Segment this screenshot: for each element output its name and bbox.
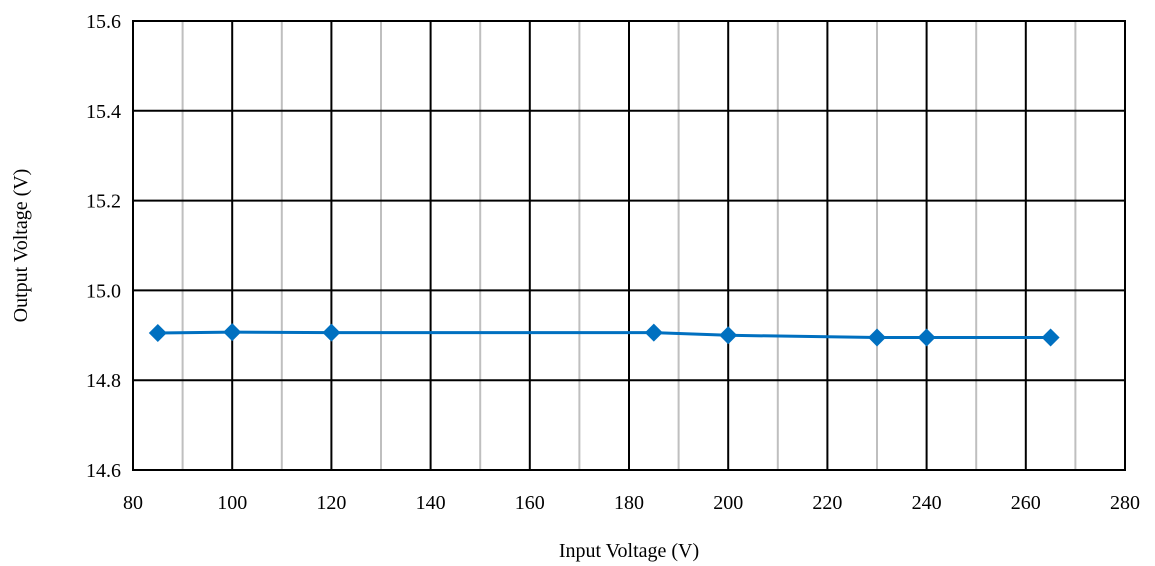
x-tick-label: 80 xyxy=(123,492,143,514)
x-tick-label: 140 xyxy=(416,492,446,514)
y-tick-label: 15.6 xyxy=(86,11,121,33)
data-point-marker xyxy=(868,328,886,347)
plot-area-border xyxy=(132,20,1126,471)
data-point-marker xyxy=(322,323,341,342)
y-tick-label: 14.8 xyxy=(86,370,121,392)
x-axis-tick-labels: 80 100 120 140 160 180 200 220 240 260 280 xyxy=(123,492,1140,514)
minor-grid xyxy=(181,21,1077,470)
y-tick-label: 15.2 xyxy=(86,191,121,213)
series-layer xyxy=(148,323,1060,347)
x-tick-label: 240 xyxy=(912,492,942,514)
x-tick-label: 160 xyxy=(515,492,545,514)
y-axis-tick-labels: 14.6 14.8 15.0 15.2 15.4 15.6 xyxy=(86,11,121,482)
y-tick-label: 15.0 xyxy=(86,280,121,302)
data-point-marker xyxy=(148,324,167,343)
data-point-marker xyxy=(644,323,663,342)
x-tick-label: 280 xyxy=(1110,492,1140,514)
x-tick-label: 220 xyxy=(812,492,842,514)
data-point-marker xyxy=(719,326,738,345)
data-point-marker xyxy=(1041,328,1060,347)
x-tick-label: 120 xyxy=(316,492,346,514)
y-tick-label: 15.4 xyxy=(86,101,121,123)
y-tick-label: 14.6 xyxy=(86,460,121,482)
y-axis-title: Output Voltage (V) xyxy=(10,169,32,323)
x-tick-label: 100 xyxy=(217,492,247,514)
data-point-marker xyxy=(917,328,936,347)
x-tick-label: 180 xyxy=(614,492,644,514)
data-point-marker xyxy=(223,323,242,342)
x-tick-label: 260 xyxy=(1011,492,1041,514)
x-axis-title: Input Voltage (V) xyxy=(559,540,699,562)
x-tick-label: 200 xyxy=(713,492,743,514)
